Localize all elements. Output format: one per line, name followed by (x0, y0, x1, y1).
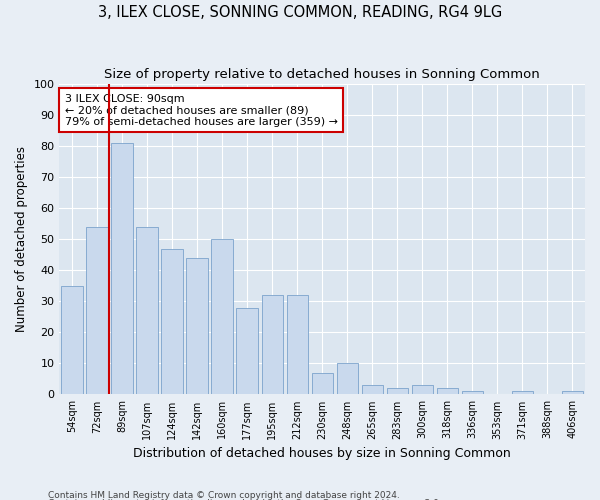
Bar (262, 295, 283, 394)
Bar (562, 392, 583, 394)
Text: Contains HM Land Registry data © Crown copyright and database right 2024.: Contains HM Land Registry data © Crown c… (48, 490, 400, 500)
Y-axis label: Number of detached properties: Number of detached properties (15, 146, 28, 332)
Bar (86, 227, 107, 394)
Bar (236, 308, 258, 394)
Bar (311, 372, 333, 394)
Bar (161, 248, 182, 394)
Bar (437, 388, 458, 394)
Bar (386, 388, 408, 394)
Text: Contains public sector information licensed under the Open Government Licence v3: Contains public sector information licen… (48, 499, 442, 500)
Text: 3, ILEX CLOSE, SONNING COMMON, READING, RG4 9LG: 3, ILEX CLOSE, SONNING COMMON, READING, … (98, 5, 502, 20)
Bar (61, 286, 83, 395)
Bar (362, 385, 383, 394)
Bar (187, 258, 208, 394)
Bar (136, 227, 158, 394)
Bar (512, 392, 533, 394)
Title: Size of property relative to detached houses in Sonning Common: Size of property relative to detached ho… (104, 68, 540, 80)
Bar (412, 385, 433, 394)
Bar (287, 295, 308, 394)
Bar (112, 144, 133, 394)
Bar (211, 240, 233, 394)
Bar (337, 364, 358, 394)
X-axis label: Distribution of detached houses by size in Sonning Common: Distribution of detached houses by size … (133, 447, 511, 460)
Bar (462, 392, 483, 394)
Text: 3 ILEX CLOSE: 90sqm
← 20% of detached houses are smaller (89)
79% of semi-detach: 3 ILEX CLOSE: 90sqm ← 20% of detached ho… (65, 94, 338, 127)
